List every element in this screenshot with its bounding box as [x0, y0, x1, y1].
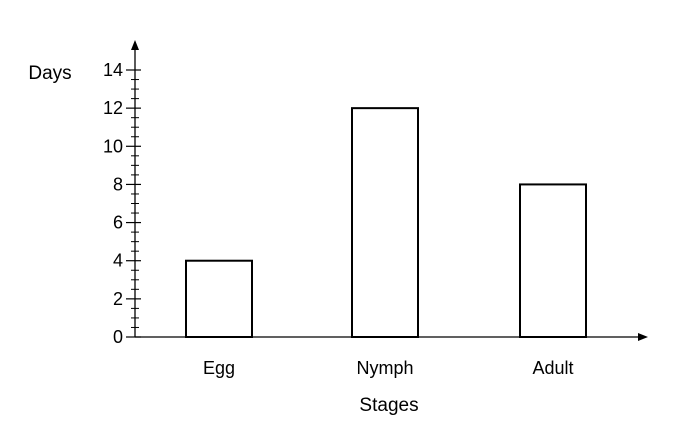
y-tick-label: 2: [113, 289, 123, 309]
y-tick-label: 8: [113, 174, 123, 194]
bar-egg: [185, 259, 253, 339]
y-tick-label: 12: [103, 98, 123, 118]
y-axis-arrow: [131, 40, 139, 50]
bars: [185, 107, 587, 339]
x-axis-tick-labels: Egg Nymph Adult: [203, 358, 574, 378]
axes: [131, 40, 648, 341]
y-tick-label: 14: [103, 60, 123, 80]
y-axis-title: Days: [28, 63, 71, 84]
x-axis-title: Stages: [359, 395, 418, 416]
bar-nymph: [351, 107, 419, 339]
x-tick-label: Adult: [532, 358, 573, 378]
x-axis-arrow: [638, 333, 648, 341]
x-tick-label: Nymph: [356, 358, 413, 378]
y-tick-label: 0: [113, 327, 123, 347]
x-tick-label: Egg: [203, 358, 235, 378]
y-tick-label: 10: [103, 136, 123, 156]
y-tick-label: 6: [113, 213, 123, 233]
y-tick-label: 4: [113, 251, 123, 271]
bar-adult: [519, 183, 587, 338]
